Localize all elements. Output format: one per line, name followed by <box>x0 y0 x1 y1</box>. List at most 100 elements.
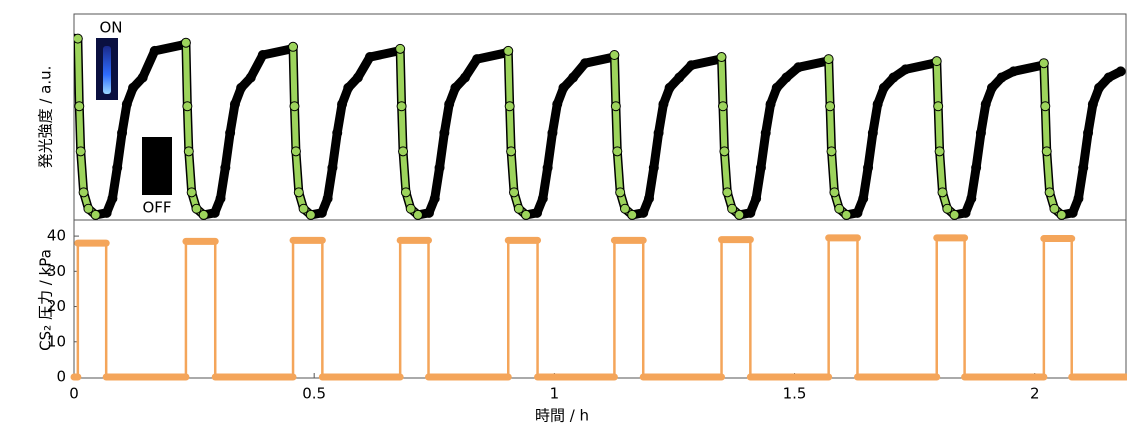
x-tick-label: 0 <box>69 385 79 403</box>
data-point <box>1045 188 1054 197</box>
data-point <box>344 83 353 92</box>
data-point <box>853 208 862 217</box>
data-point <box>473 55 482 64</box>
data-point <box>794 63 803 72</box>
data-point <box>91 210 100 219</box>
data-point <box>717 53 726 62</box>
data-point <box>510 188 519 197</box>
data-point <box>644 194 653 203</box>
data-point <box>943 204 952 213</box>
x-tick-label: 2 <box>1030 385 1040 403</box>
data-point <box>553 100 562 109</box>
data-point <box>935 147 944 156</box>
data-point <box>150 46 159 55</box>
data-point <box>827 147 836 156</box>
data-point <box>842 210 851 219</box>
data-point <box>1079 163 1088 172</box>
data-point <box>824 55 833 64</box>
data-point <box>723 188 732 197</box>
data-point <box>323 194 332 203</box>
data-point <box>746 208 755 217</box>
data-point <box>79 188 88 197</box>
data-point <box>73 34 82 43</box>
data-point <box>728 204 737 213</box>
data-point <box>868 128 877 137</box>
data-point <box>246 73 255 82</box>
data-point <box>181 38 190 47</box>
plot-area <box>70 34 1126 219</box>
plot-area <box>74 238 1126 377</box>
data-point <box>987 83 996 92</box>
data-point <box>291 147 300 156</box>
data-point <box>445 100 454 109</box>
data-point <box>289 42 298 51</box>
data-point <box>543 163 552 172</box>
data-point <box>290 102 299 111</box>
data-point <box>548 128 557 137</box>
data-point <box>451 83 460 92</box>
data-point <box>365 53 374 62</box>
data-point <box>620 204 629 213</box>
data-point <box>216 194 225 203</box>
data-point <box>766 100 775 109</box>
y-tick-label: 10 <box>47 332 66 350</box>
data-point <box>752 194 761 203</box>
data-point <box>338 100 347 109</box>
data-point <box>75 102 84 111</box>
data-point <box>1039 59 1048 68</box>
data-point <box>1095 83 1104 92</box>
data-point <box>333 128 342 137</box>
x-tick-label: 1.5 <box>783 385 807 403</box>
y-axis-label: 発光強度 / a.u. <box>37 66 55 169</box>
data-point <box>675 73 684 82</box>
data-point <box>879 83 888 92</box>
series-line <box>846 63 934 215</box>
data-point <box>1042 147 1051 156</box>
data-point <box>718 102 727 111</box>
data-point <box>76 147 85 156</box>
data-point <box>505 102 514 111</box>
data-point <box>720 147 729 156</box>
data-point <box>183 102 192 111</box>
data-point <box>687 61 696 70</box>
series-line <box>955 65 1043 215</box>
chart: ON OFF 発光強度 / a.u. CS₂ 圧力 / kPa 時間 / h 0… <box>0 0 1127 426</box>
data-point <box>199 210 208 219</box>
data-point <box>611 102 620 111</box>
data-point <box>237 83 246 92</box>
data-point <box>504 46 513 55</box>
data-point <box>210 208 219 217</box>
data-point <box>129 83 138 92</box>
data-point <box>649 163 658 172</box>
data-point <box>859 194 868 203</box>
data-point <box>533 208 542 217</box>
data-point <box>122 100 131 109</box>
data-point <box>569 73 578 82</box>
data-point <box>665 83 674 92</box>
off-inset <box>142 137 172 195</box>
data-point <box>659 100 668 109</box>
data-point <box>950 210 959 219</box>
data-point <box>1009 67 1018 76</box>
data-point <box>1088 100 1097 109</box>
data-point <box>397 102 406 111</box>
data-point <box>435 163 444 172</box>
data-point <box>514 204 523 213</box>
data-point <box>413 210 422 219</box>
off-label: OFF <box>142 199 171 217</box>
data-point <box>328 163 337 172</box>
data-point <box>934 102 943 111</box>
data-point <box>901 65 910 74</box>
series-line <box>632 59 720 215</box>
data-point <box>639 208 648 217</box>
data-point <box>997 73 1006 82</box>
data-point <box>938 188 947 197</box>
x-tick-label: 0.5 <box>302 385 326 403</box>
data-point <box>864 163 873 172</box>
data-point <box>353 73 362 82</box>
y-tick-label: 40 <box>47 227 66 245</box>
data-point <box>187 188 196 197</box>
data-point <box>932 57 941 66</box>
data-point <box>184 147 193 156</box>
data-point <box>118 128 127 137</box>
